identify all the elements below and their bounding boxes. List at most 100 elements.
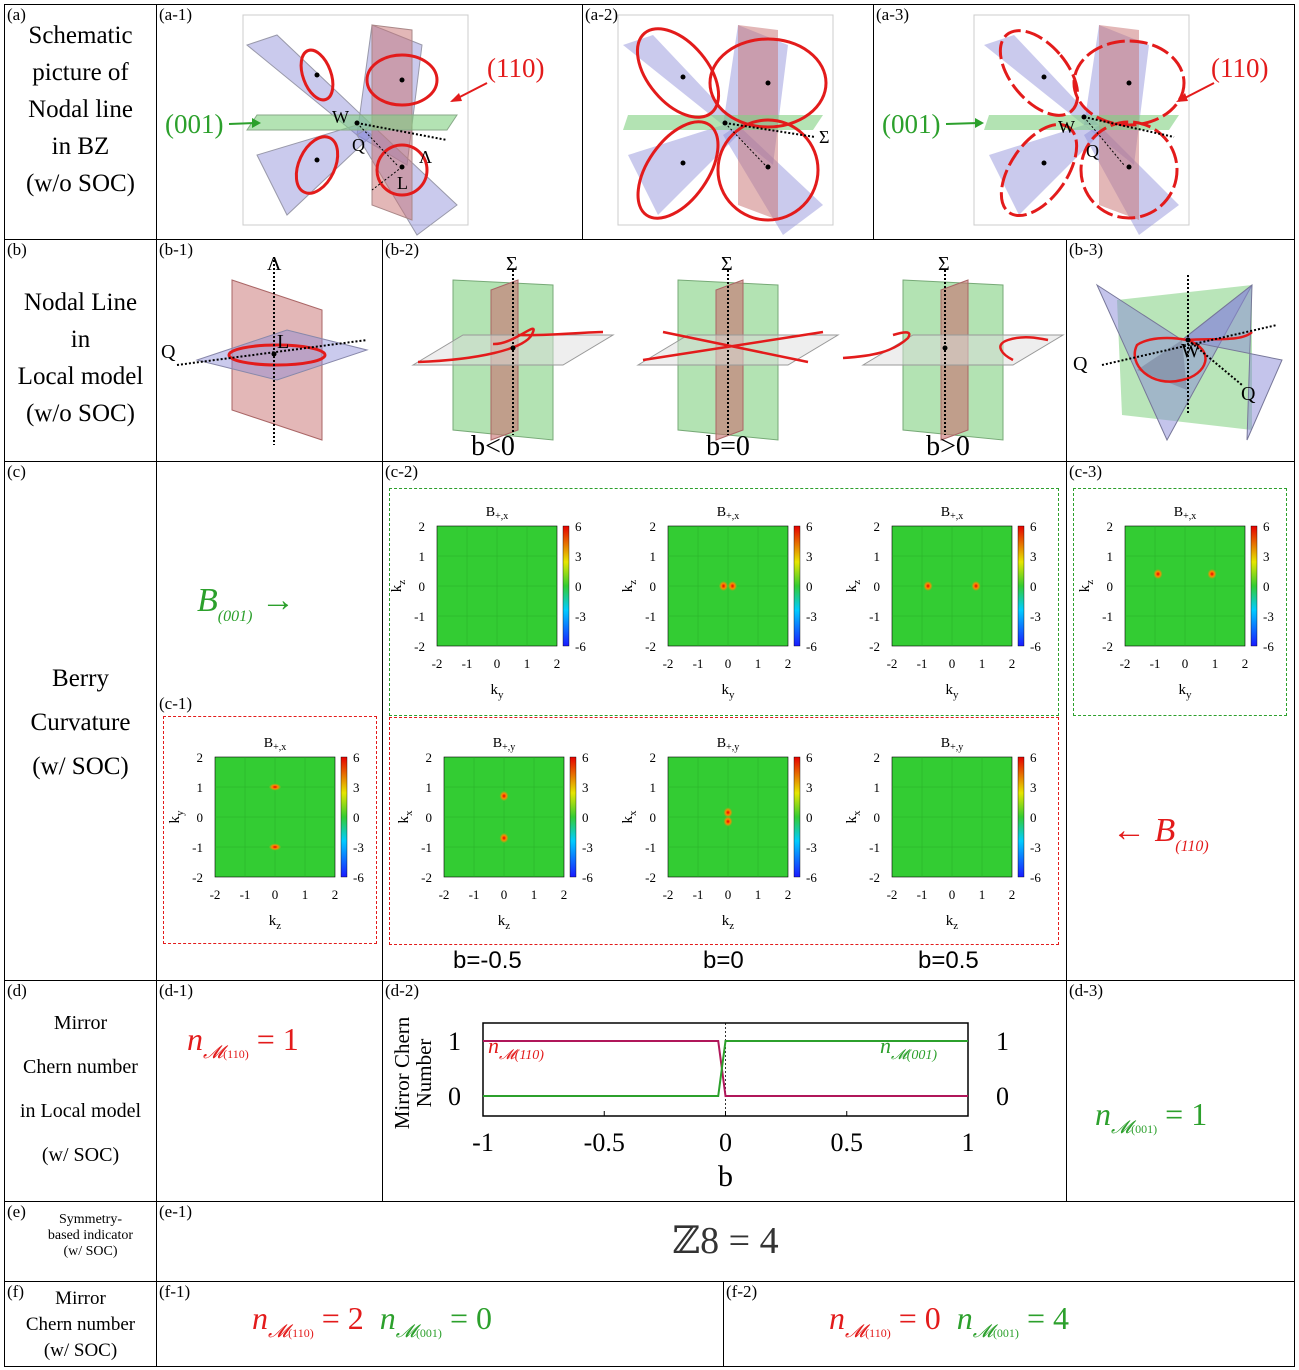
panel-d2-label: (d-2) <box>385 981 419 1000</box>
c2-bottom-box <box>389 717 1059 945</box>
row-b-title-cell: (b) Nodal Line in Local model (w/o SOC) <box>4 239 157 462</box>
row-d-title-4: (w/ SOC) <box>41 1144 120 1166</box>
panel-c1-label: (c-1) <box>159 694 193 713</box>
row-e-title-1: Symmetry- <box>59 1212 122 1227</box>
panel-e1: (e-1) ℤ8 = 4 <box>156 1201 1295 1282</box>
panel-a2: (a-2) Σ <box>582 4 874 240</box>
panel-d1: (d-1) n𝓜(110) = 1 <box>156 980 383 1202</box>
b2-cond-2: b=0 <box>706 431 750 461</box>
b2-cond-3: b>0 <box>926 431 970 461</box>
row-a-title-2: picture of <box>32 59 129 86</box>
row-d-title-3: in Local model <box>19 1100 142 1122</box>
row-f-title-1: Mirror <box>55 1288 106 1309</box>
row-b-title-1: Nodal Line <box>23 289 138 316</box>
b1-L: L <box>277 331 289 353</box>
a3-schematic: W Q (110) (001) <box>882 14 1268 235</box>
row-d-label: (d) <box>7 981 27 1000</box>
row-a-title-5: (w/o SOC) <box>25 170 136 197</box>
panel-a1-label: (a-1) <box>159 5 193 24</box>
f2-equation: n𝓜(110) = 0 n𝓜(001) = 4 <box>829 1300 1069 1341</box>
d1-equation: n𝓜(110) = 1 <box>187 1021 299 1062</box>
panel-b1-label: (b-1) <box>159 240 193 259</box>
c2-bval-2: b=0 <box>703 947 744 974</box>
row-d-title-2: Chern number <box>23 1056 138 1078</box>
a3-W: W <box>1058 117 1075 137</box>
row-b-label: (b) <box>7 240 27 259</box>
row-c-title-1: Berry <box>52 665 109 692</box>
y-tick-label-right: 1 <box>996 1027 1009 1056</box>
panel-d3: (d-3) n𝓜(001) = 1 <box>1066 980 1295 1202</box>
b1-Q: Q <box>161 341 176 363</box>
b2-sigma-2: Σ <box>721 253 733 275</box>
panel-a1: (a-1) W Q L Λ (110) (001) <box>156 4 583 240</box>
row-c-label: (c) <box>7 462 26 481</box>
panel-c3-label: (c-3) <box>1069 462 1103 481</box>
x-tick-label: 1 <box>962 1128 975 1157</box>
row-a-label: (a) <box>7 5 26 24</box>
x-axis-label: b <box>718 1160 733 1193</box>
panel-a2-label: (a-2) <box>585 5 619 24</box>
row-f-title-cell: (f) Mirror Chern number (w/ SOC) <box>4 1281 157 1367</box>
panel-c3: (c-3) ← B(110) <box>1066 461 1295 981</box>
row-b-title-3: Local model <box>17 363 144 390</box>
panel-f1: (f-1) n𝓜(110) = 2 n𝓜(001) = 0 <box>156 1281 724 1367</box>
row-d-title-1: Mirror <box>53 1012 108 1034</box>
d3-equation: n𝓜(001) = 1 <box>1095 1096 1208 1137</box>
a1-schematic: W Q L Λ (110) (001) <box>165 14 544 236</box>
panel-e1-label: (e-1) <box>159 1202 193 1221</box>
a1-Q: Q <box>352 135 365 155</box>
row-e-title-3: (w/ SOC) <box>63 1244 118 1259</box>
a3-001: (001) <box>882 109 940 139</box>
panel-f1-label: (f-1) <box>159 1282 191 1301</box>
x-tick-label: -0.5 <box>584 1128 625 1157</box>
b2-cond-1: b<0 <box>471 431 515 461</box>
row-f-title-3: (w/ SOC) <box>43 1340 118 1361</box>
panel-d2: (d-2) -1 -0.5 0 0.5 1 1 0 1 0 b Mirror ChernNumber… <box>382 980 1067 1202</box>
row-f-title-2: Chern number <box>25 1314 136 1335</box>
c-b110-arrow: ← B(110) <box>1112 812 1209 855</box>
panel-b1: (b-1) Λ Q L <box>156 239 383 462</box>
row-c-title-3: (w/ SOC) <box>32 753 129 780</box>
b1-Lambda: Λ <box>267 253 282 275</box>
row-c-title-cell: (c) Berry Curvature (w/ SOC) <box>4 461 157 981</box>
a2-Sigma: Σ <box>819 127 829 147</box>
panel-c2-label: (c-2) <box>385 462 419 481</box>
b3-Q-right: Q <box>1241 383 1256 405</box>
row-a-title-cell: (a) Schematic picture of Nodal line in B… <box>4 4 157 240</box>
e1-indicator-value: ℤ8 = 4 <box>672 1220 779 1262</box>
y-tick-label-left: 0 <box>448 1082 461 1111</box>
panel-a3: (a-3) W Q (110) (001) <box>873 4 1295 240</box>
row-d-title-cell: (d) Mirror Chern number in Local model (… <box>4 980 157 1202</box>
a1-110: (110) <box>487 53 544 83</box>
y-tick-label-left: 1 <box>448 1027 461 1056</box>
b3-Q-left: Q <box>1073 353 1088 375</box>
row-e-title-cell: (e) Symmetry- based indicator (w/ SOC) <box>4 1201 157 1282</box>
a1-W: W <box>332 107 349 127</box>
b2-sigma-3: Σ <box>938 253 950 275</box>
a2-schematic: Σ <box>617 14 834 235</box>
panel-b2: (b-2) Σ Σ Σ <box>382 239 1067 462</box>
c3-box <box>1073 488 1287 716</box>
panel-d1-label: (d-1) <box>159 981 193 1000</box>
a1-L: L <box>397 173 408 193</box>
row-e-label: (e) <box>7 1202 26 1221</box>
panel-d3-label: (d-3) <box>1069 981 1103 1000</box>
row-b-title-2: in <box>70 326 91 353</box>
x-tick-label: 0 <box>719 1128 732 1157</box>
b3-W: W <box>1181 340 1200 362</box>
x-tick-label: 0.5 <box>831 1128 864 1157</box>
x-tick-label: -1 <box>472 1128 494 1157</box>
series-label-110: n𝓜(110) <box>488 1033 544 1063</box>
panel-f2-label: (f-2) <box>726 1282 758 1301</box>
row-a-title-4: in BZ <box>51 133 110 160</box>
b2-sigma-1: Σ <box>506 253 518 275</box>
panel-b3-label: (b-3) <box>1069 240 1103 259</box>
series-line-1 <box>483 1040 968 1097</box>
c-b001-arrow: B(001) → <box>197 582 295 625</box>
panel-c1: B(001) → (c-1) <box>156 461 383 981</box>
c2-bval-1: b=-0.5 <box>453 947 522 974</box>
b1-schematic: Λ Q L <box>161 253 369 445</box>
c2-bval-3: b=0.5 <box>918 947 979 974</box>
row-a-title-1: Schematic <box>28 22 133 49</box>
y-tick-label-right: 0 <box>996 1082 1009 1111</box>
